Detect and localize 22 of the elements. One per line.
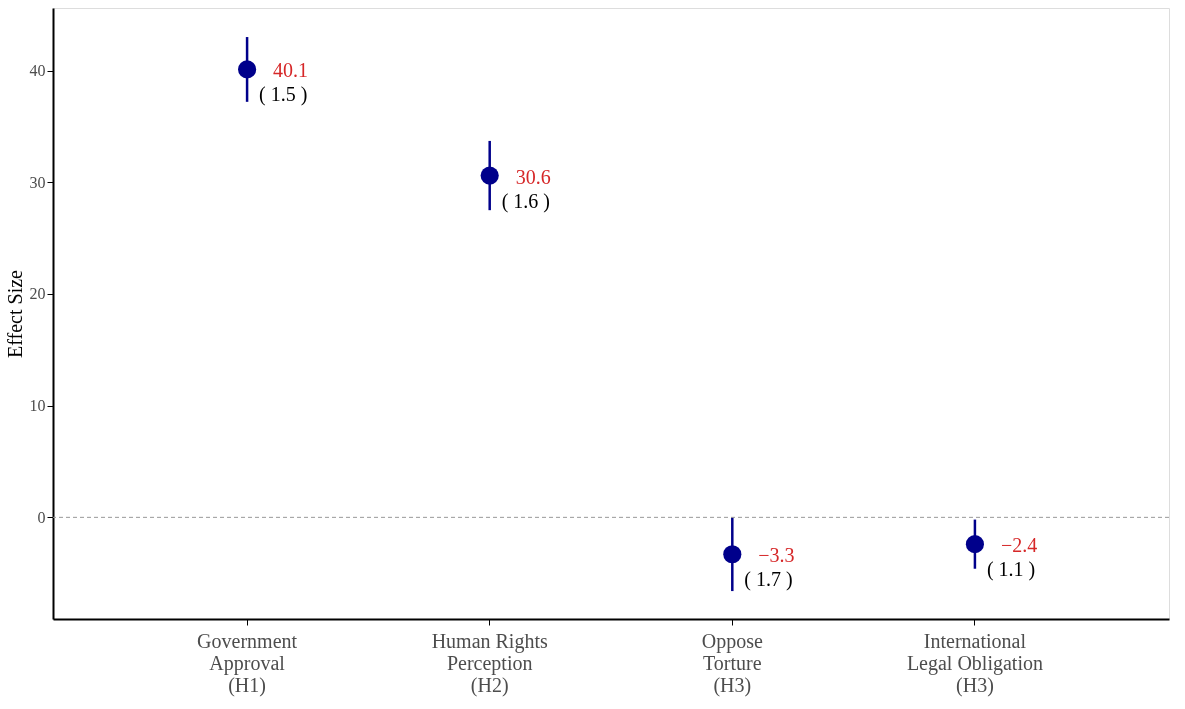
x-tick-label: International Legal Obligation (H3): [906, 629, 1043, 697]
annotation: ( 1.7 ): [744, 568, 793, 592]
point: [480, 166, 499, 185]
data-label: 40.1: [273, 59, 309, 82]
annotation: ( 1.6 ): [501, 189, 551, 213]
point: [238, 60, 257, 79]
y-tick-label: 40: [29, 62, 46, 80]
annotation: ( 1.5 ): [259, 83, 308, 107]
data-label: −3.3: [758, 544, 795, 567]
data-label: 30.6: [515, 165, 551, 188]
y-tick-label: 10: [29, 397, 46, 415]
point: [965, 535, 984, 554]
annotation: ( 1.1 ): [986, 558, 1036, 582]
data-label: −2.4: [1000, 534, 1038, 557]
y-tick-label: 0: [37, 508, 46, 526]
y-tick-label: 20: [29, 285, 46, 303]
x-tick-label: Human Rights Perception (H2): [431, 629, 548, 697]
x-tick-label: Government Approval (H1): [197, 629, 298, 697]
point: [723, 545, 742, 564]
x-tick-label: Oppose Torture (H3): [701, 629, 763, 697]
y-tick-label: 30: [29, 173, 46, 191]
y-axis-title: Effect Size: [3, 269, 26, 358]
